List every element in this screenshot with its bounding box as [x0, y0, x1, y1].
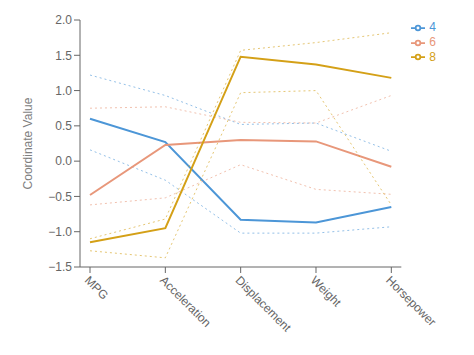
html-text:4: 4 [429, 20, 436, 34]
svg-text:Acceleration: Acceleration [157, 273, 214, 330]
svg-text:Horsepower: Horsepower [383, 273, 439, 329]
html-text:6: 6 [429, 34, 436, 49]
svg-text:−1.5: −1.5 [48, 260, 72, 274]
svg-text:1.0: 1.0 [55, 84, 72, 98]
svg-text:Weight: Weight [308, 273, 345, 310]
svg-text:−0.5: −0.5 [48, 190, 72, 204]
svg-text:0.0: 0.0 [55, 154, 72, 168]
svg-text:−1.0: −1.0 [48, 225, 72, 239]
html-text:8: 8 [429, 49, 436, 64]
svg-text:MPG: MPG [82, 273, 111, 302]
svg-text:1.5: 1.5 [55, 49, 72, 63]
svg-text:Displacement: Displacement [233, 273, 295, 335]
svg-text:2.0: 2.0 [55, 13, 72, 27]
svg-text:Coordinate Value: Coordinate Value [21, 97, 35, 189]
svg-text:0.5: 0.5 [55, 119, 72, 133]
